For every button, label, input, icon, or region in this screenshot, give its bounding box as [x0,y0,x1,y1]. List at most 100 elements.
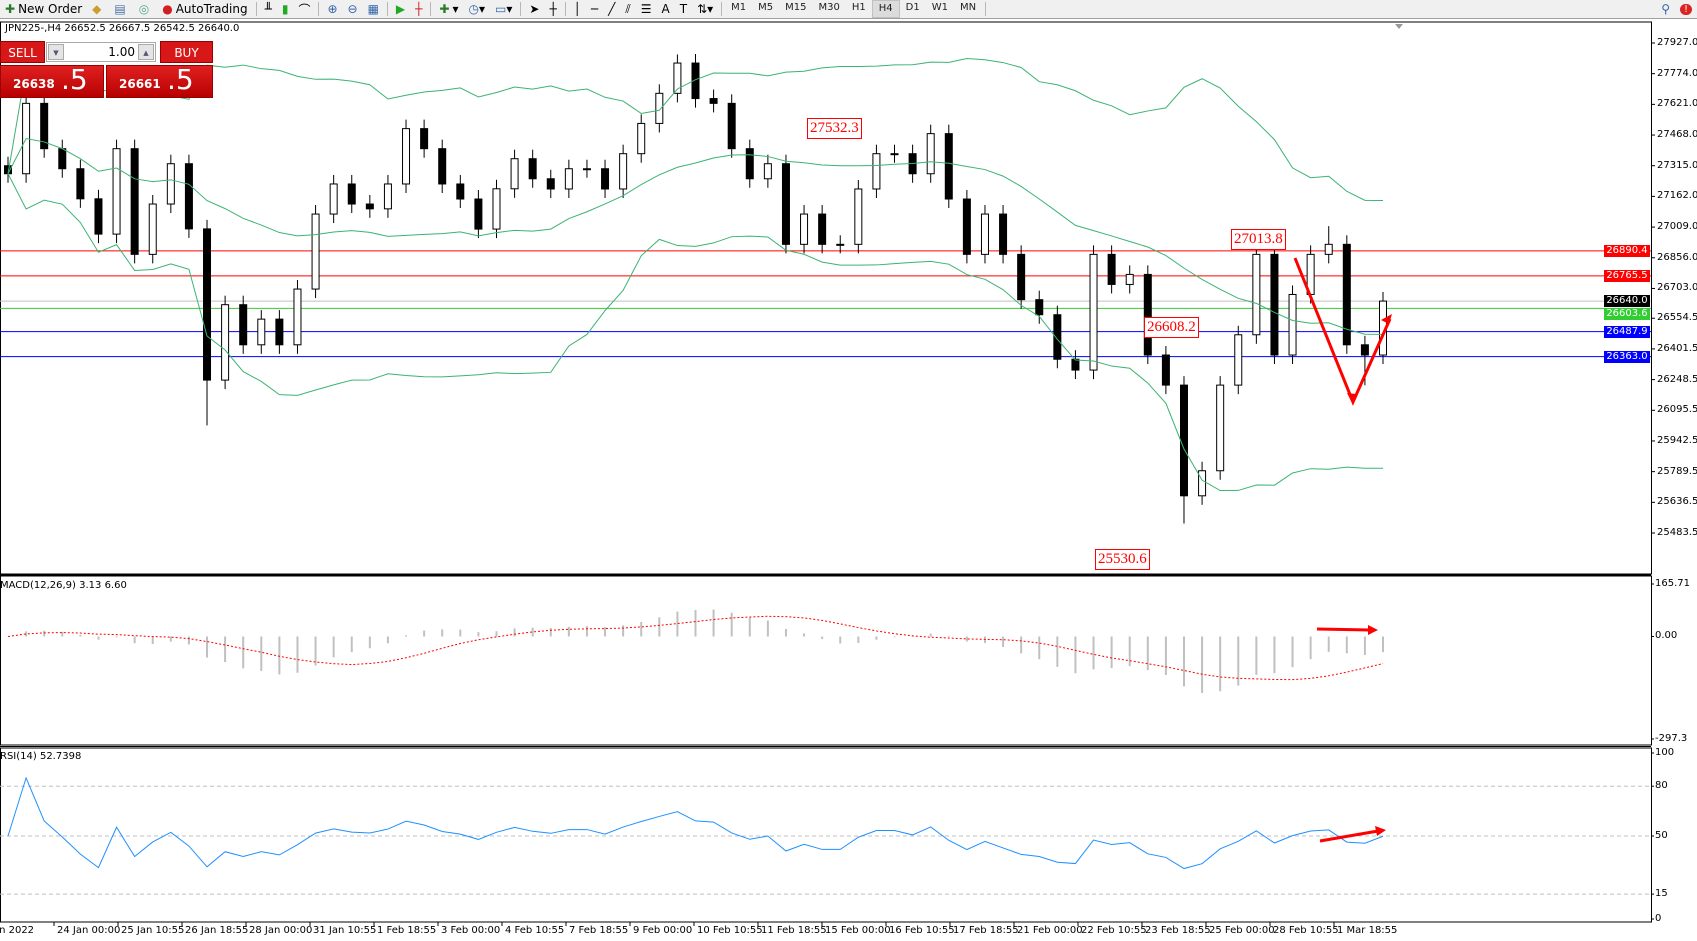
cursor-button[interactable]: ➤ [524,0,544,18]
symbol-info: JPN225-,H4 26652.5 26667.5 26542.5 26640… [5,23,240,34]
candle [582,168,591,171]
signal-button[interactable]: ◎ [134,0,157,18]
time-tick-label: Jan 2022 [0,925,35,936]
price-tick-label: 25636.5 [1657,496,1697,508]
time-tick-label: 28 Feb 10:55 [1273,925,1339,936]
periods-button[interactable]: ◷ ▾ [468,2,485,16]
rsi-tick-label: 80 [1655,780,1668,792]
annotation-high[interactable]: 27532.3 [807,118,862,139]
candle [564,168,573,190]
price-tag: 26890.4 [1604,244,1650,257]
gold-icon: ◆ [92,2,102,16]
timeframe-m1[interactable]: M1 [731,2,747,13]
vertical-line-button[interactable]: │ [569,0,586,18]
lot-size-field[interactable]: ▼ ▲ [46,42,156,62]
vertical-line-icon: │ [573,2,581,16]
candle [40,102,49,150]
horizontal-line-button[interactable]: ─ [586,0,603,18]
timeframe-m15[interactable]: M15 [785,2,807,13]
text-button[interactable]: A [657,0,675,18]
candle [763,163,772,180]
crosshair-button[interactable]: ┼ [544,0,561,18]
chart-shift-button[interactable]: ┼ [410,0,427,18]
market-watch-button[interactable]: ◆ [87,0,109,18]
search-button[interactable]: ⚲ [1656,0,1675,18]
lot-decrease-button[interactable]: ▼ [48,44,64,60]
timeframe-m5[interactable]: M5 [758,2,774,13]
candle [818,213,827,245]
tile-windows-button[interactable]: ▦ [363,0,384,18]
zoom-out-button[interactable]: ⊖ [343,0,363,18]
annotation-low[interactable]: 25530.6 [1095,549,1150,570]
line-chart-icon: ⌒ [298,2,311,17]
timeframe-h4[interactable]: H4 [871,0,900,18]
candle [962,198,971,255]
one-click-trading-panel: SELL ▼ ▲ BUY 26638 .5 26661 .5 [0,41,213,98]
lot-increase-button[interactable]: ▲ [138,44,154,60]
arrows-button[interactable]: ⇅ ▾ [697,2,714,16]
rsi-drawn-arrow[interactable] [1319,829,1379,843]
candle [1216,384,1225,472]
arrowhead-icon [1368,625,1378,635]
text-label-button[interactable]: T [675,0,692,18]
autoscroll-icon: ▶ [395,2,406,16]
separator [985,2,987,16]
candle [257,318,266,346]
horizontal-line-icon: ─ [590,2,599,16]
timeframe-d1[interactable]: D1 [905,2,920,13]
time-tick-label: 15 Feb 00:00 [825,925,891,936]
timeframe-h1[interactable]: H1 [851,2,866,13]
sell-price[interactable]: 26638 .5 [0,63,104,98]
bar-chart-icon: ╨ [264,2,272,16]
autotrading-button[interactable]: ● AutoTrading [162,2,248,16]
rsi-tick-label: 0 [1655,913,1662,924]
autoscroll-button[interactable]: ▶ [391,0,410,18]
cursor-icon: ➤ [529,2,540,16]
candle [926,133,935,175]
trendline-button[interactable]: ╱ [603,0,620,18]
annotation-recent-high[interactable]: 27013.8 [1231,229,1286,250]
templates-button[interactable]: ▭ ▾ [495,2,513,16]
candle [1035,299,1044,316]
chart-shift-icon: ┼ [415,2,423,16]
new-order-button[interactable]: ✚ New Order [5,2,83,16]
time-tick-label: 22 Feb 10:55 [1081,925,1147,936]
bar-chart-button[interactable]: ╨ [260,0,277,18]
sell-button[interactable]: SELL [0,41,45,63]
chart-shift-marker-icon[interactable] [1395,24,1403,29]
annotation-mid[interactable]: 26608.2 [1144,317,1199,338]
lot-input[interactable] [65,44,135,60]
signals-button[interactable]: ▤ [109,0,133,18]
notifications-button[interactable]: ! [1675,0,1697,18]
timeframe-m30[interactable]: M30 [818,2,840,13]
bollinger-middle [7,137,1384,335]
indicators-button[interactable]: ✚ ▾ [439,2,459,16]
candle [800,213,809,245]
line-chart-button[interactable]: ⌒ [293,0,315,18]
macd-drawn-arrow[interactable] [1316,627,1371,632]
time-tick-label: 23 Feb 18:55 [1145,925,1211,936]
timeframe-w1[interactable]: W1 [931,2,948,13]
fibonacci-button[interactable]: ☰ [636,0,657,18]
candle [1270,253,1279,356]
time-tick-label: 31 Jan 10:55 [313,925,377,936]
channel-button[interactable]: ⫽ [620,0,635,18]
price-tag: 26640.0 [1604,295,1650,308]
time-tick-label: 1 Feb 18:55 [377,925,437,936]
timeframe-mn[interactable]: MN [959,2,977,13]
buy-price[interactable]: 26661 .5 [106,63,213,98]
zoom-in-button[interactable]: ⊕ [322,0,342,18]
clock-icon: ◷ [468,2,479,16]
candle-chart-button[interactable]: ▮ [277,0,294,18]
candle [836,243,845,246]
candle [221,304,230,381]
candle [112,148,121,235]
macd-tick-label: -297.3 [1655,733,1688,744]
timeframe-bar: M1 M5 M15 M30 H1 H4 D1 W1 MN [725,0,982,18]
candle [1234,334,1243,386]
candle [510,158,519,190]
candlestick-icon: ▮ [281,2,289,16]
buy-button[interactable]: BUY [160,41,213,63]
price-tick-label: 26095.5 [1657,404,1697,416]
